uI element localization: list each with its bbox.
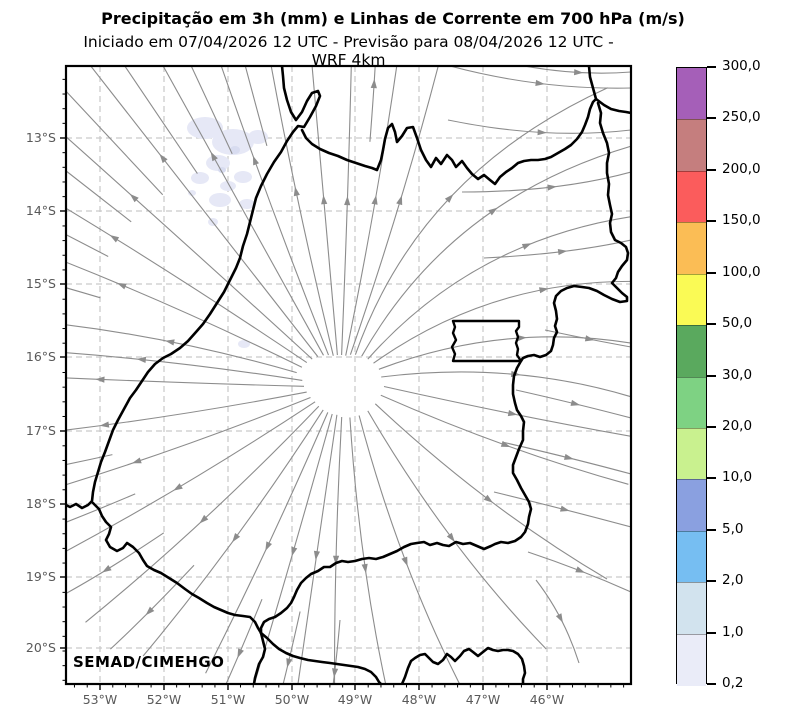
colorbar-tick bbox=[707, 631, 716, 634]
colorbar-tick-label: 150,0 bbox=[722, 212, 761, 229]
graticule-grid bbox=[66, 66, 631, 684]
colorbar-tick bbox=[707, 425, 716, 428]
colorbar-segment bbox=[677, 68, 706, 120]
lon-tick-label: 49°W bbox=[337, 692, 373, 707]
colorbar-segment bbox=[677, 530, 706, 584]
colorbar-tick bbox=[707, 117, 716, 120]
lat-tick-label: 20°S bbox=[25, 640, 56, 655]
colorbar-tick-label: 2,0 bbox=[722, 572, 744, 589]
watermark-credit: SEMAD/CIMEHGO bbox=[73, 653, 225, 671]
colorbar-tick bbox=[707, 323, 716, 326]
colorbar-tick-label: 300,0 bbox=[722, 58, 761, 74]
colorbar-segment bbox=[677, 119, 706, 172]
colorbar-segment bbox=[677, 633, 706, 686]
colorbar-segment bbox=[677, 273, 706, 327]
precipitation-colorbar bbox=[676, 67, 707, 686]
colorbar-segment bbox=[677, 222, 706, 275]
lon-tick-label: 46°W bbox=[529, 692, 565, 707]
colorbar-tick-label: 10,0 bbox=[722, 469, 753, 486]
colorbar-tick-label: 200,0 bbox=[722, 160, 761, 177]
colorbar-tick-label: 50,0 bbox=[722, 315, 753, 332]
lon-tick-label: 51°W bbox=[210, 692, 246, 707]
colorbar-segment bbox=[677, 325, 706, 378]
lon-tick-label: 50°W bbox=[274, 692, 310, 707]
colorbar-segment bbox=[677, 376, 706, 429]
colorbar-tick bbox=[707, 220, 716, 223]
state-borders bbox=[66, 66, 631, 684]
colorbar-tick bbox=[707, 477, 716, 480]
lon-tick-label: 47°W bbox=[465, 692, 501, 707]
lat-tick-label: 16°S bbox=[25, 349, 56, 364]
colorbar-tick-label: 30,0 bbox=[722, 366, 753, 383]
lon-tick-label: 52°W bbox=[146, 692, 182, 707]
colorbar-segment bbox=[677, 479, 706, 532]
colorbar-tick-label: 20,0 bbox=[722, 417, 753, 434]
colorbar-segment bbox=[677, 170, 706, 224]
colorbar-tick bbox=[707, 271, 716, 274]
colorbar-tick bbox=[707, 374, 716, 377]
colorbar-tick-label: 100,0 bbox=[722, 263, 761, 280]
colorbar-tick-label: 1,0 bbox=[722, 623, 744, 640]
lat-tick-label: 15°S bbox=[25, 276, 56, 291]
lon-tick-label: 48°W bbox=[401, 692, 437, 707]
colorbar-tick bbox=[707, 66, 716, 68]
lon-tick-label: 53°W bbox=[82, 692, 118, 707]
lat-tick-label: 18°S bbox=[25, 496, 56, 511]
axis-ticks bbox=[60, 78, 625, 690]
map-frame bbox=[64, 64, 633, 686]
colorbar-tick-label: 250,0 bbox=[722, 109, 761, 126]
colorbar-tick bbox=[707, 168, 716, 171]
colorbar-tick-label: 5,0 bbox=[722, 520, 744, 537]
lat-tick-label: 17°S bbox=[25, 423, 56, 438]
figure-subtitle: Iniciado em 07/04/2026 12 UTC - Previsão… bbox=[83, 33, 614, 69]
colorbar-segment bbox=[677, 582, 706, 635]
lat-tick-label: 14°S bbox=[25, 203, 56, 218]
figure-title: Precipitação em 3h (mm) e Linhas de Corr… bbox=[101, 9, 685, 28]
precipitation-shading bbox=[187, 117, 268, 348]
colorbar-segment bbox=[677, 427, 706, 481]
lat-tick-label: 13°S bbox=[25, 130, 56, 145]
colorbar-tick bbox=[707, 528, 716, 531]
colorbar-tick bbox=[707, 683, 716, 685]
colorbar-tick bbox=[707, 580, 716, 583]
lat-tick-label: 19°S bbox=[25, 569, 56, 584]
colorbar-tick-label: 0,2 bbox=[722, 675, 744, 691]
